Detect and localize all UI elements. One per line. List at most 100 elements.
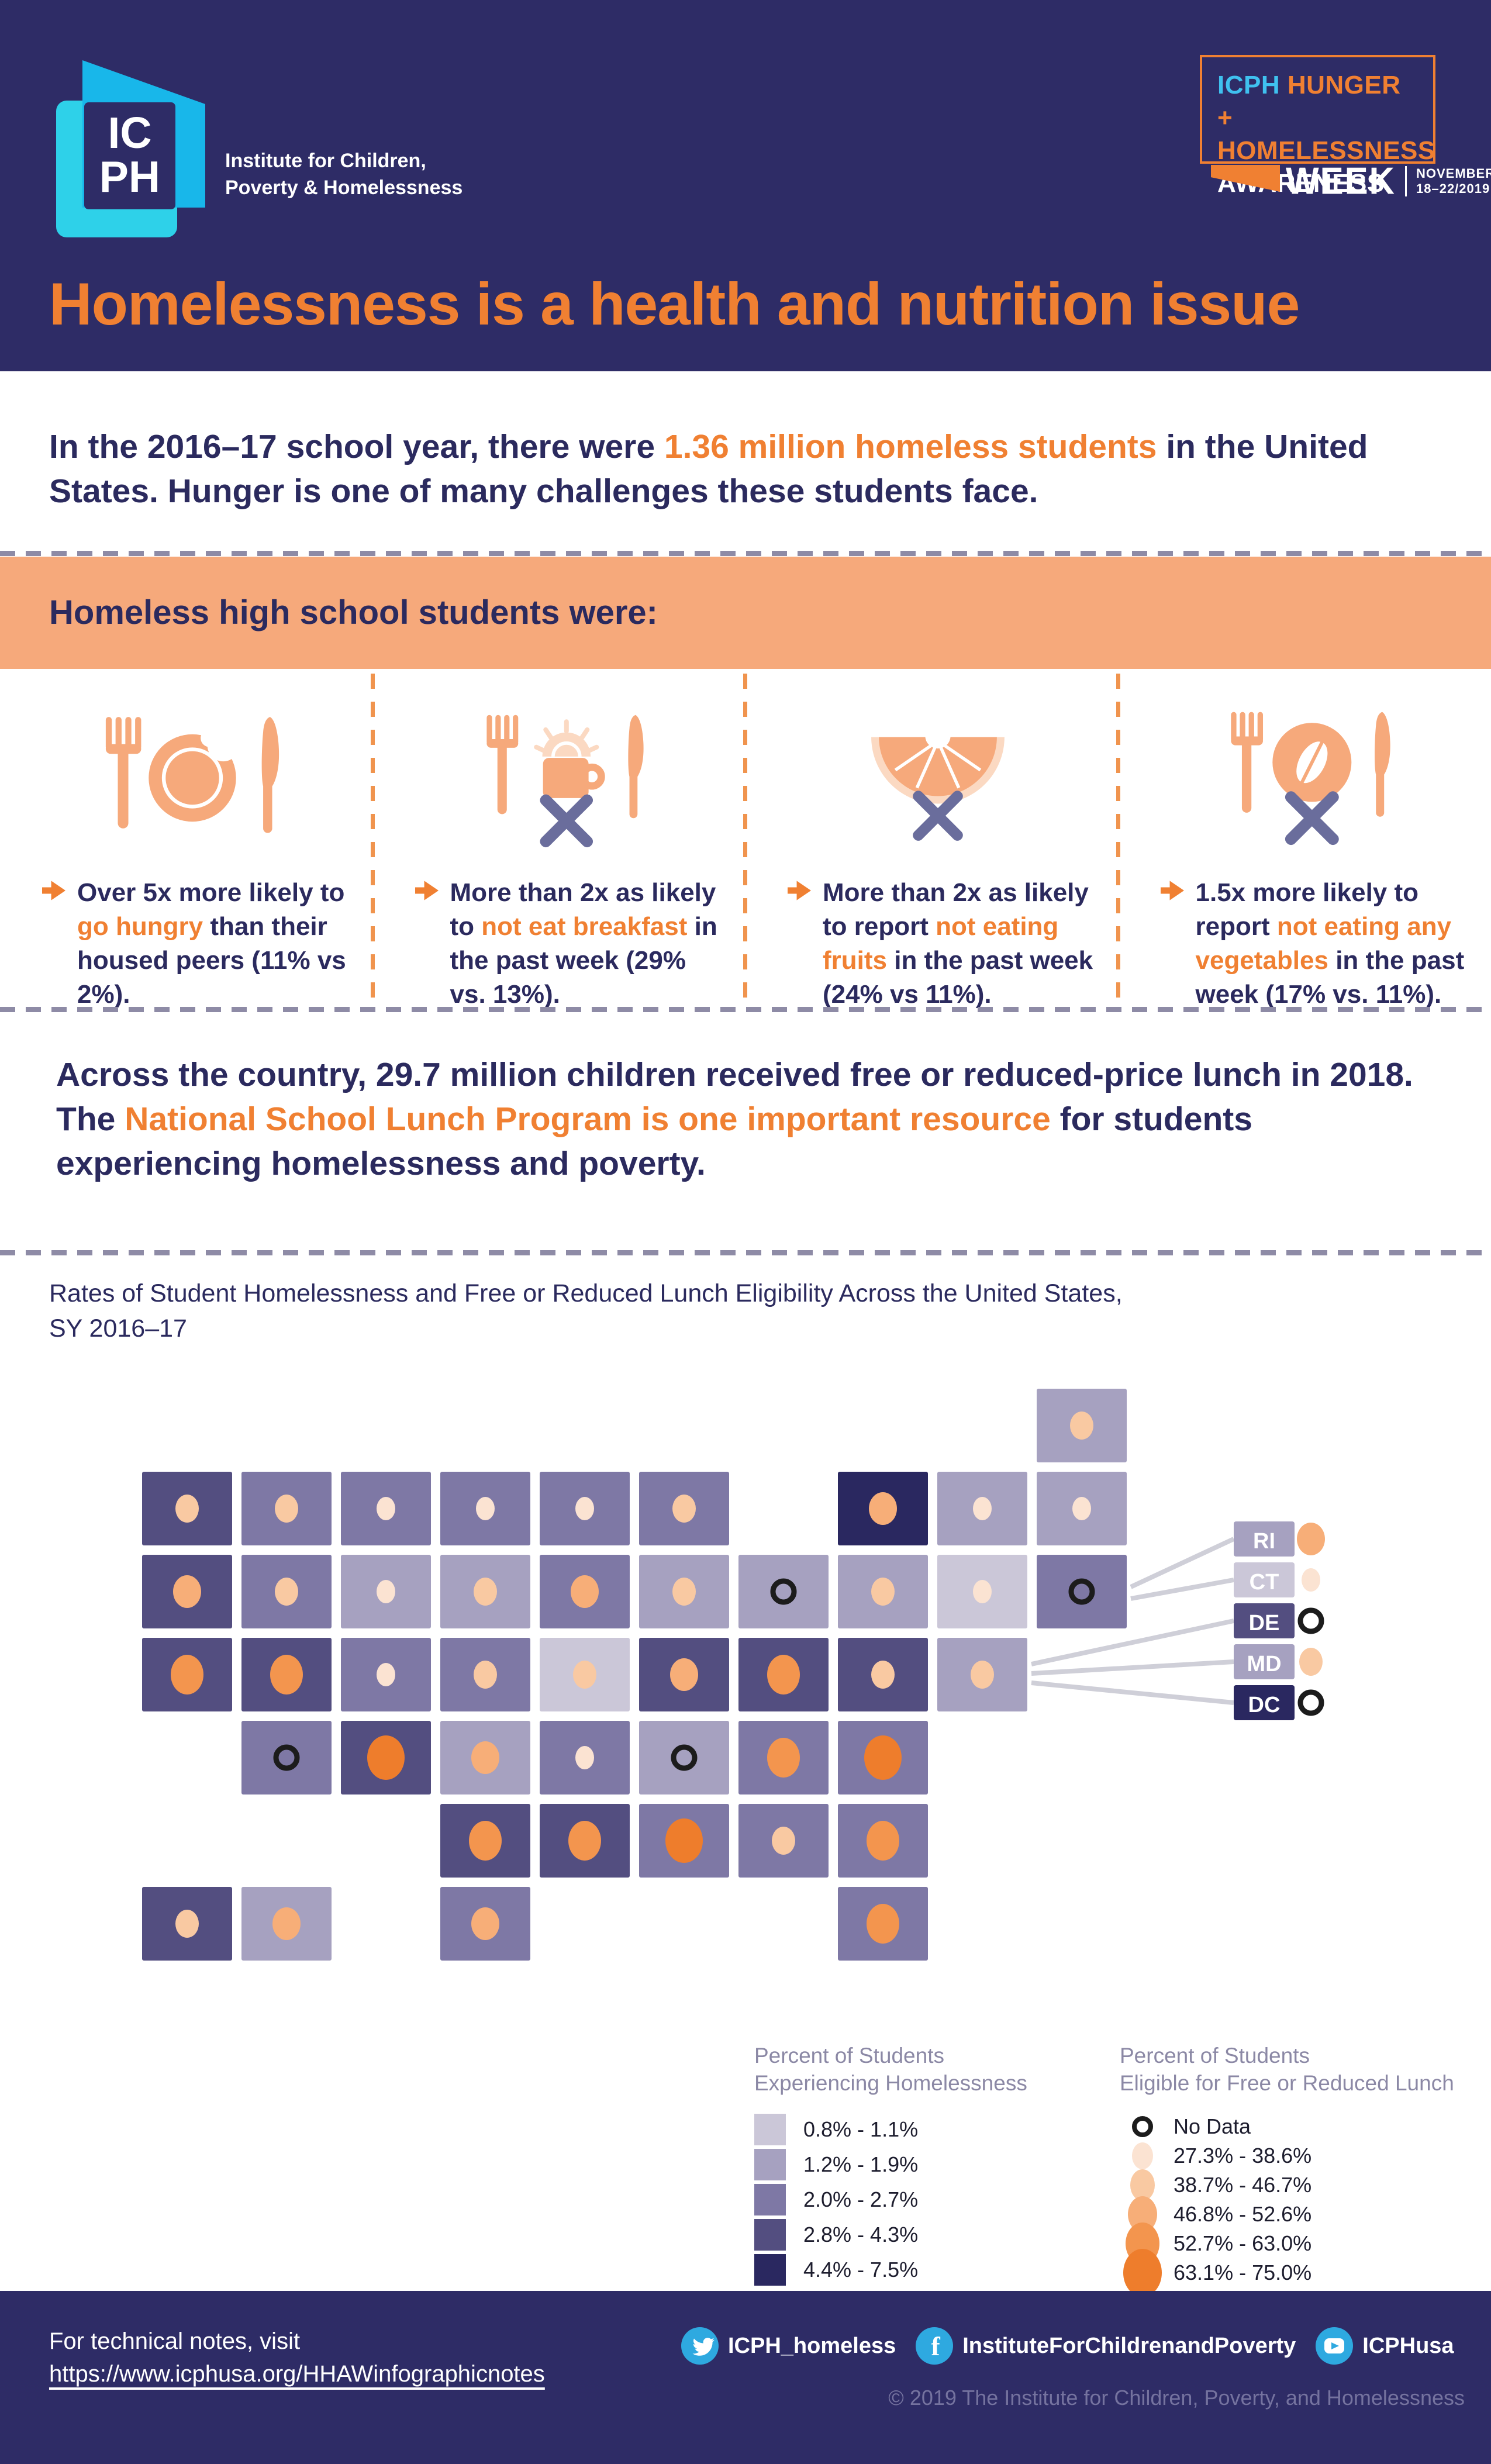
- logo-ic-text: IC: [108, 108, 152, 157]
- callout-box-CT: [1234, 1562, 1295, 1597]
- org-name: Institute for Children, Poverty & Homele…: [225, 147, 463, 201]
- stat-column-fruit: More than 2x as likely to report not eat…: [746, 669, 1119, 1009]
- lunch-dot-MN: [476, 1497, 495, 1520]
- arrow-bullet-icon: [42, 881, 65, 900]
- lunch-dot-PA: [871, 1578, 895, 1606]
- dashed-column-divider: [1116, 674, 1120, 1005]
- callout-box-DE: [1234, 1603, 1295, 1638]
- badge-dates: NOVEMBER 18–22/2019: [1416, 166, 1491, 196]
- badge-icph: ICPH: [1217, 71, 1281, 99]
- legend-item: 38.7% - 46.7%: [1120, 2169, 1454, 2201]
- badge-divider: [1405, 166, 1407, 196]
- lunch-dot-CO: [474, 1661, 497, 1689]
- state-TN: [636, 1717, 733, 1798]
- facebook-icon[interactable]: f: [916, 2327, 954, 2365]
- callout-box-DC: [1234, 1685, 1295, 1720]
- no-data-ring-DC: [1297, 1689, 1324, 1716]
- page-title: Homelessness is a health and nutrition i…: [49, 271, 1300, 337]
- lunch-dot-IL: [571, 1575, 599, 1608]
- map-title: Rates of Student Homelessness and Free o…: [49, 1279, 1123, 1343]
- callout-leader-line: [1031, 1659, 1234, 1676]
- lunch-dot-ID: [275, 1578, 298, 1606]
- lunch-dot-NE: [573, 1661, 596, 1689]
- stat-column-hunger: Over 5x more likely to go hungry than th…: [0, 669, 373, 1009]
- lunch-dot-AR: [575, 1746, 594, 1769]
- no-data-ring-OH: [770, 1578, 797, 1605]
- lunch-dot-WA: [175, 1495, 199, 1523]
- stat-text: Over 5x more likely to go hungry than th…: [77, 878, 346, 1009]
- twitter-icon[interactable]: [681, 2327, 719, 2365]
- lunch-dot-KS: [471, 1741, 499, 1774]
- lunch-dot-FL: [867, 1904, 899, 1944]
- footer: For technical notes, visit https://www.i…: [0, 2291, 1491, 2464]
- lunch-dot-VA: [971, 1661, 994, 1689]
- lunch-dot-WV: [871, 1661, 895, 1689]
- badge-homelessness: HOMELESSNESS: [1217, 136, 1435, 165]
- callout-leader-line: [1130, 1578, 1234, 1601]
- legend-swatch: [754, 2184, 786, 2215]
- orange-flag-icon: [1211, 165, 1280, 192]
- legend-item: 63.1% - 75.0%: [1120, 2249, 1454, 2297]
- lunch-dot-MD: [1299, 1648, 1323, 1676]
- stat-text: More than 2x as likely to not eat breakf…: [450, 878, 717, 1009]
- state-AZ: [238, 1717, 335, 1798]
- lunch-dot-TX: [471, 1907, 499, 1940]
- lunch-dot-IA: [474, 1578, 497, 1606]
- stats-row: Over 5x more likely to go hungry than th…: [0, 669, 1491, 1009]
- header-band: IC PH Institute for Children, Poverty & …: [0, 0, 1491, 371]
- twitter-handle[interactable]: ICPH_homeless: [728, 2333, 896, 2358]
- technical-notes-link[interactable]: https://www.icphusa.org/HHAWinfographicn…: [49, 2361, 545, 2387]
- stat-text: 1.5x more likely to report not eating an…: [1195, 878, 1465, 1009]
- callout-leader-line: [1031, 1680, 1234, 1705]
- lunch-dot-NH: [1072, 1497, 1091, 1520]
- lunch-dot-NV: [270, 1655, 303, 1695]
- no-data-ring-DE: [1297, 1607, 1324, 1634]
- callout-leader-line: [1031, 1618, 1234, 1666]
- lunch-dot-MT: [275, 1495, 298, 1523]
- dashed-divider: [0, 1007, 1491, 1012]
- lunch-dot-GA: [867, 1821, 899, 1861]
- legend-lunch: Percent of Students Eligible for Free or…: [1120, 2042, 1454, 2297]
- lunch-dot-NY: [869, 1492, 897, 1525]
- section-band: Homeless high school students were:: [0, 557, 1491, 669]
- lunch-dot-MO: [670, 1658, 698, 1691]
- callout-label-DE: DE: [1249, 1611, 1280, 1635]
- callout-leader-line: [1130, 1537, 1235, 1589]
- social-row: ICPH_homeless f InstituteForChildrenandP…: [681, 2327, 1465, 2365]
- lunch-dot-ME: [1070, 1412, 1093, 1440]
- lunch-dot-SC: [864, 1735, 902, 1780]
- lunch-dot-HI: [272, 1907, 301, 1940]
- no-data-ring-AZ: [273, 1744, 300, 1771]
- legend-item: No Data: [1120, 2112, 1454, 2141]
- lunch-dot-UT: [377, 1663, 395, 1686]
- callout-label-RI: RI: [1253, 1529, 1275, 1554]
- lunch-dot-AK: [175, 1910, 199, 1938]
- lunch-dot-MS: [665, 1818, 703, 1863]
- legend-swatch: [754, 2219, 786, 2251]
- legend-item: 2.8% - 4.3%: [754, 2217, 1027, 2252]
- org-name-line1: Institute for Children,: [225, 150, 426, 172]
- dashed-column-divider: [371, 674, 375, 1005]
- facebook-handle[interactable]: InstituteForChildrenandPoverty: [962, 2333, 1296, 2358]
- badge-week-row: WEEK NOVEMBER 18–22/2019: [1211, 162, 1491, 200]
- callout-box-RI: [1234, 1521, 1295, 1557]
- callout-label-CT: CT: [1250, 1570, 1279, 1595]
- legend-title: Percent of Students Eligible for Free or…: [1120, 2044, 1454, 2095]
- icph-logo-icon: IC PH: [56, 60, 205, 237]
- legend-title: Percent of Students Experiencing Homeles…: [754, 2044, 1027, 2095]
- nslp-paragraph: Across the country, 29.7 million childre…: [56, 1056, 1413, 1182]
- callout-box-MD: [1234, 1644, 1295, 1679]
- legend-item: 27.3% - 38.6%: [1120, 2141, 1454, 2170]
- lunch-dot-LA: [568, 1821, 601, 1861]
- dashed-divider: [0, 551, 1491, 556]
- youtube-icon[interactable]: [1316, 2327, 1354, 2365]
- lunch-dot-NJ: [973, 1580, 992, 1603]
- youtube-handle[interactable]: ICPHusa: [1362, 2333, 1454, 2358]
- badge-hunger: HUNGER +: [1217, 71, 1401, 132]
- copyright: © 2019 The Institute for Children, Pover…: [888, 2386, 1465, 2410]
- legend-item: 4.4% - 7.5%: [754, 2252, 1027, 2287]
- arrow-bullet-icon: [788, 881, 811, 900]
- logo-ph-text: PH: [99, 152, 160, 201]
- lunch-dot-RI: [1297, 1523, 1325, 1555]
